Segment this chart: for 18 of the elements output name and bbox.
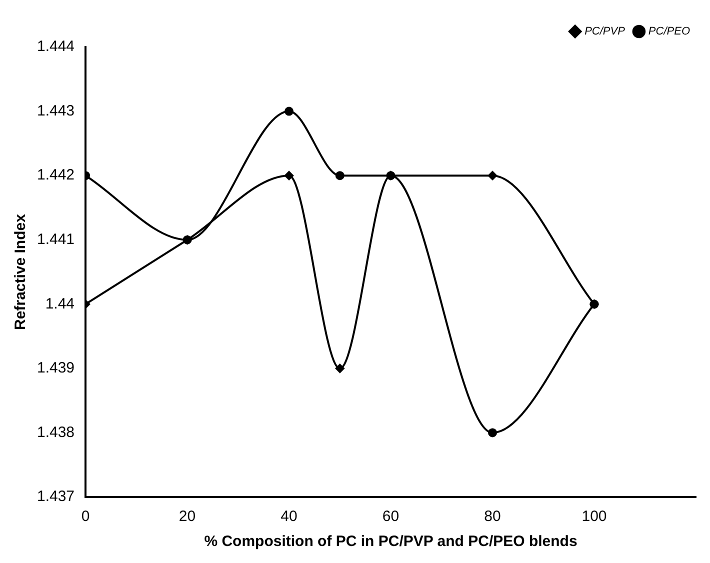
- legend-label: PC/PEO: [648, 26, 690, 38]
- legend-label: PC/PVP: [584, 26, 626, 38]
- x-tick-label: 20: [178, 508, 196, 526]
- y-tick-label: 1.444: [36, 38, 75, 56]
- x-tick-label: 0: [81, 508, 90, 526]
- x-tick-label: 60: [382, 508, 400, 526]
- y-tick-label: 1.44: [45, 295, 75, 312]
- y-tick-label: 1.441: [36, 231, 75, 248]
- x-tick-label: 100: [582, 508, 607, 526]
- x-axis-title: % Composition of PC in PC/PVP and PC/PEO blends: [204, 533, 578, 550]
- y-tick-label: 1.438: [36, 424, 75, 441]
- y-tick-label: 1.443: [36, 102, 75, 120]
- y-tick-label: 1.439: [36, 360, 75, 377]
- x-tick-label: 40: [280, 508, 298, 526]
- y-tick-label: 1.442: [36, 166, 75, 184]
- y-tick-label: 1.437: [36, 488, 75, 506]
- y-axis-title: Refractive Index: [12, 213, 30, 330]
- x-tick-label: 80: [484, 508, 501, 526]
